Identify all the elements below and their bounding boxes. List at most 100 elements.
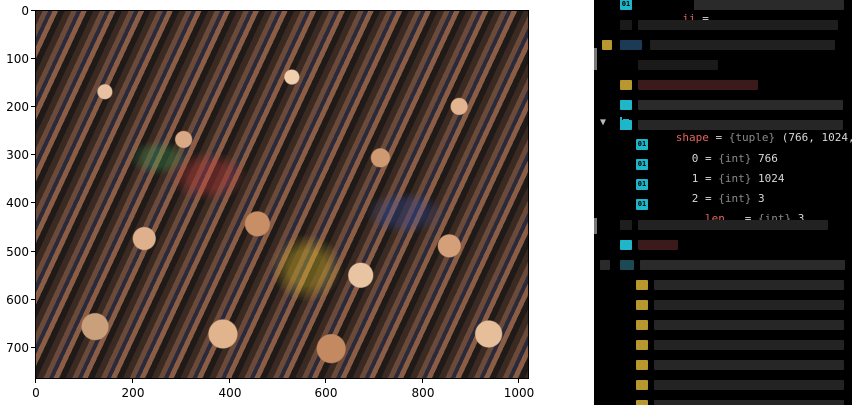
redacted-value: [654, 280, 844, 290]
image-axes: [35, 10, 529, 379]
redacted-icon: [636, 360, 648, 370]
variable-row[interactable]: [594, 395, 852, 405]
x-tick-mark: [518, 379, 519, 383]
matplotlib-figure: 0 200 400 600 800 1000 0 100 200 300 400…: [6, 4, 535, 400]
variable-row[interactable]: [594, 275, 852, 295]
y-tick-mark: [31, 251, 35, 252]
x-tick-mark: [132, 379, 133, 383]
redacted-value: [654, 360, 844, 370]
redacted-icon: [620, 260, 634, 270]
y-tick-label: 0: [21, 4, 29, 18]
variable-eq: =: [738, 212, 758, 225]
x-tick-mark: [422, 379, 423, 383]
variable-row[interactable]: [594, 335, 852, 355]
redacted-value: [654, 340, 844, 350]
variable-row[interactable]: [594, 115, 852, 135]
redacted-value: [654, 400, 844, 405]
y-tick-label: 100: [6, 52, 29, 66]
redacted-icon: [636, 280, 648, 290]
variable-value: 1024: [751, 172, 785, 185]
redacted-value: [638, 240, 678, 250]
variable-row-child[interactable]: 01 2 = {int} 3: [594, 175, 852, 205]
variable-row-shape[interactable]: ▼ shape = {tuple} (766, 1024, 3): [594, 114, 852, 144]
redacted-icon: [620, 40, 642, 50]
y-tick-label: 200: [6, 100, 29, 114]
redacted-icon: [636, 340, 648, 350]
redacted-value: [638, 20, 838, 30]
panel-gap: [560, 0, 595, 405]
list-type-icon: [620, 117, 629, 130]
crowd-photo: [36, 11, 528, 378]
redacted-icon: [600, 260, 610, 270]
int-type-icon: 01: [620, 0, 632, 10]
redacted-icon: [602, 40, 612, 50]
redacted-icon: [636, 380, 648, 390]
variable-value: 3: [751, 192, 765, 205]
int-type-icon: 01: [636, 199, 648, 210]
redacted-value: [638, 60, 718, 70]
y-tick-mark: [31, 10, 35, 11]
variable-row-child[interactable]: 01 0 = {int} 766: [594, 135, 852, 165]
redacted-icon: [620, 220, 632, 230]
y-tick-mark: [31, 58, 35, 59]
redacted-value: [638, 220, 828, 230]
y-tick-mark: [31, 299, 35, 300]
variable-type: {int}: [718, 172, 752, 185]
variable-row[interactable]: 01 _ii =: [594, 0, 852, 25]
variable-row[interactable]: [594, 35, 852, 55]
x-tick-mark: [229, 379, 230, 383]
panel-scroll-grip[interactable]: [594, 48, 597, 70]
redacted-value: [650, 40, 835, 50]
x-tick-mark: [325, 379, 326, 383]
variable-row[interactable]: [594, 255, 852, 275]
y-tick-label: 500: [6, 245, 29, 259]
panel-scroll-grip[interactable]: [594, 218, 597, 234]
variable-eq: =: [698, 192, 719, 205]
variable-row-child[interactable]: 01 1 = {int} 1024: [594, 155, 852, 185]
x-tick-mark: [35, 379, 36, 383]
variable-row[interactable]: [594, 75, 852, 95]
variable-row[interactable]: [594, 315, 852, 335]
variable-row-child[interactable]: 01 __len__ = {int} 3: [594, 195, 852, 225]
variable-type: {int}: [718, 152, 752, 165]
redacted-value: [654, 320, 844, 330]
variable-value: (766, 1024, 3): [781, 131, 852, 144]
y-tick-label: 700: [6, 341, 29, 355]
x-tick-label: 400: [218, 386, 242, 400]
y-tick-mark: [31, 347, 35, 348]
y-tick-mark: [31, 154, 35, 155]
redacted-value: [640, 260, 845, 270]
redacted-icon: [620, 100, 632, 110]
int-type-icon: 01: [636, 139, 648, 150]
variable-row[interactable]: [594, 295, 852, 315]
y-tick-mark: [31, 106, 35, 107]
redacted-value: [638, 100, 843, 110]
variable-name: 1: [691, 172, 699, 185]
variable-separator: =: [695, 12, 709, 25]
y-tick-label: 400: [6, 196, 29, 210]
variable-row[interactable]: [594, 215, 852, 235]
redacted-value: [694, 0, 844, 10]
x-tick-label: 600: [314, 386, 338, 400]
variable-type: {int}: [718, 192, 752, 205]
variable-row[interactable]: [594, 55, 852, 75]
redacted-icon: [636, 400, 648, 405]
x-tick-label: 800: [411, 386, 435, 400]
variable-eq: =: [698, 172, 719, 185]
variable-row[interactable]: [594, 15, 852, 35]
redacted-value: [638, 120, 843, 130]
y-tick-label: 600: [6, 293, 29, 307]
redacted-icon: [620, 20, 632, 30]
redacted-icon: [620, 120, 632, 130]
variable-row[interactable]: [594, 235, 852, 255]
variable-name: 2: [691, 192, 699, 205]
variable-type: {tuple}: [728, 131, 776, 144]
variable-row[interactable]: [594, 95, 852, 115]
redacted-value: [638, 80, 758, 90]
collapse-arrow-icon[interactable]: ▼: [600, 117, 607, 128]
variable-row[interactable]: [594, 375, 852, 395]
debugger-variables-panel[interactable]: 01 _ii = ▼ shape = {tuple} (766, 1024, 3…: [594, 0, 852, 405]
variable-row[interactable]: [594, 355, 852, 375]
redacted-icon: [636, 300, 648, 310]
x-tick-label: 200: [121, 386, 145, 400]
